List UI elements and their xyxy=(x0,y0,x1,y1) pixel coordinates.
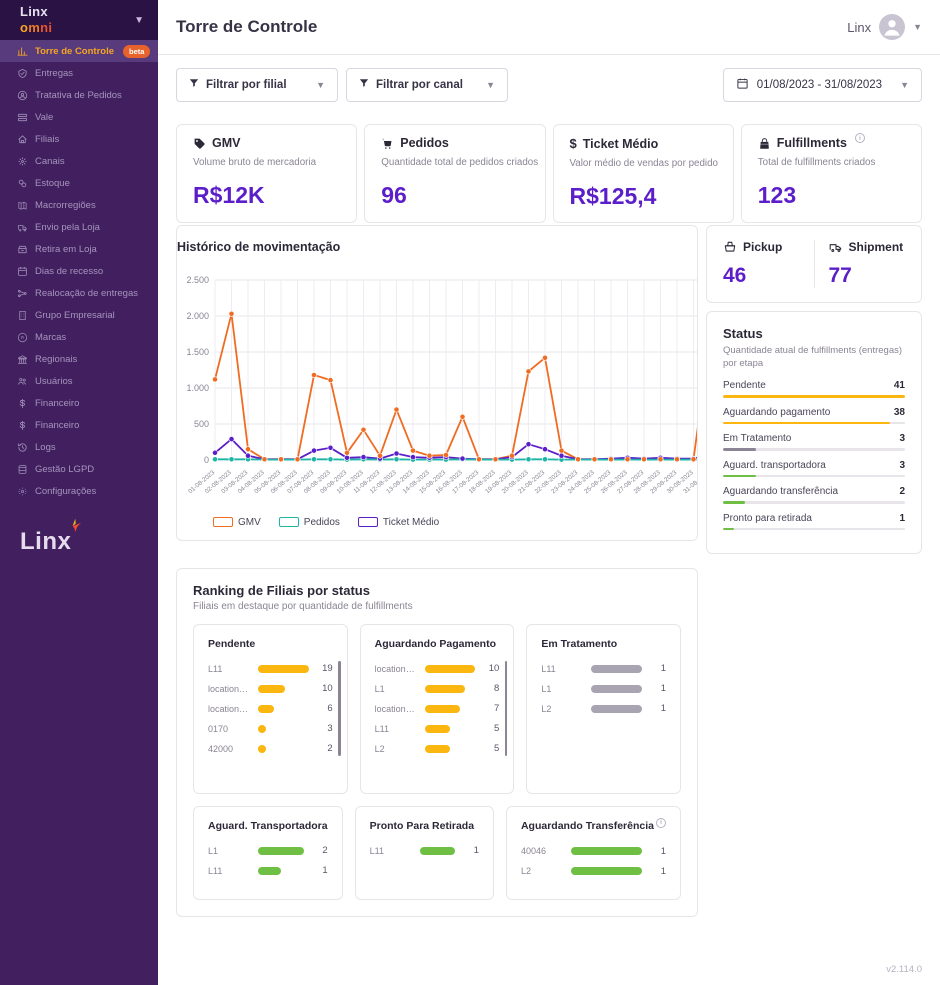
svg-text:1.000: 1.000 xyxy=(186,383,209,393)
svg-text:R: R xyxy=(21,335,24,340)
svg-text:500: 500 xyxy=(194,419,209,429)
svg-text:1.500: 1.500 xyxy=(186,347,209,357)
svg-text:2.500: 2.500 xyxy=(186,275,209,285)
svg-text:2.000: 2.000 xyxy=(186,311,209,321)
svg-text:0: 0 xyxy=(204,455,209,465)
